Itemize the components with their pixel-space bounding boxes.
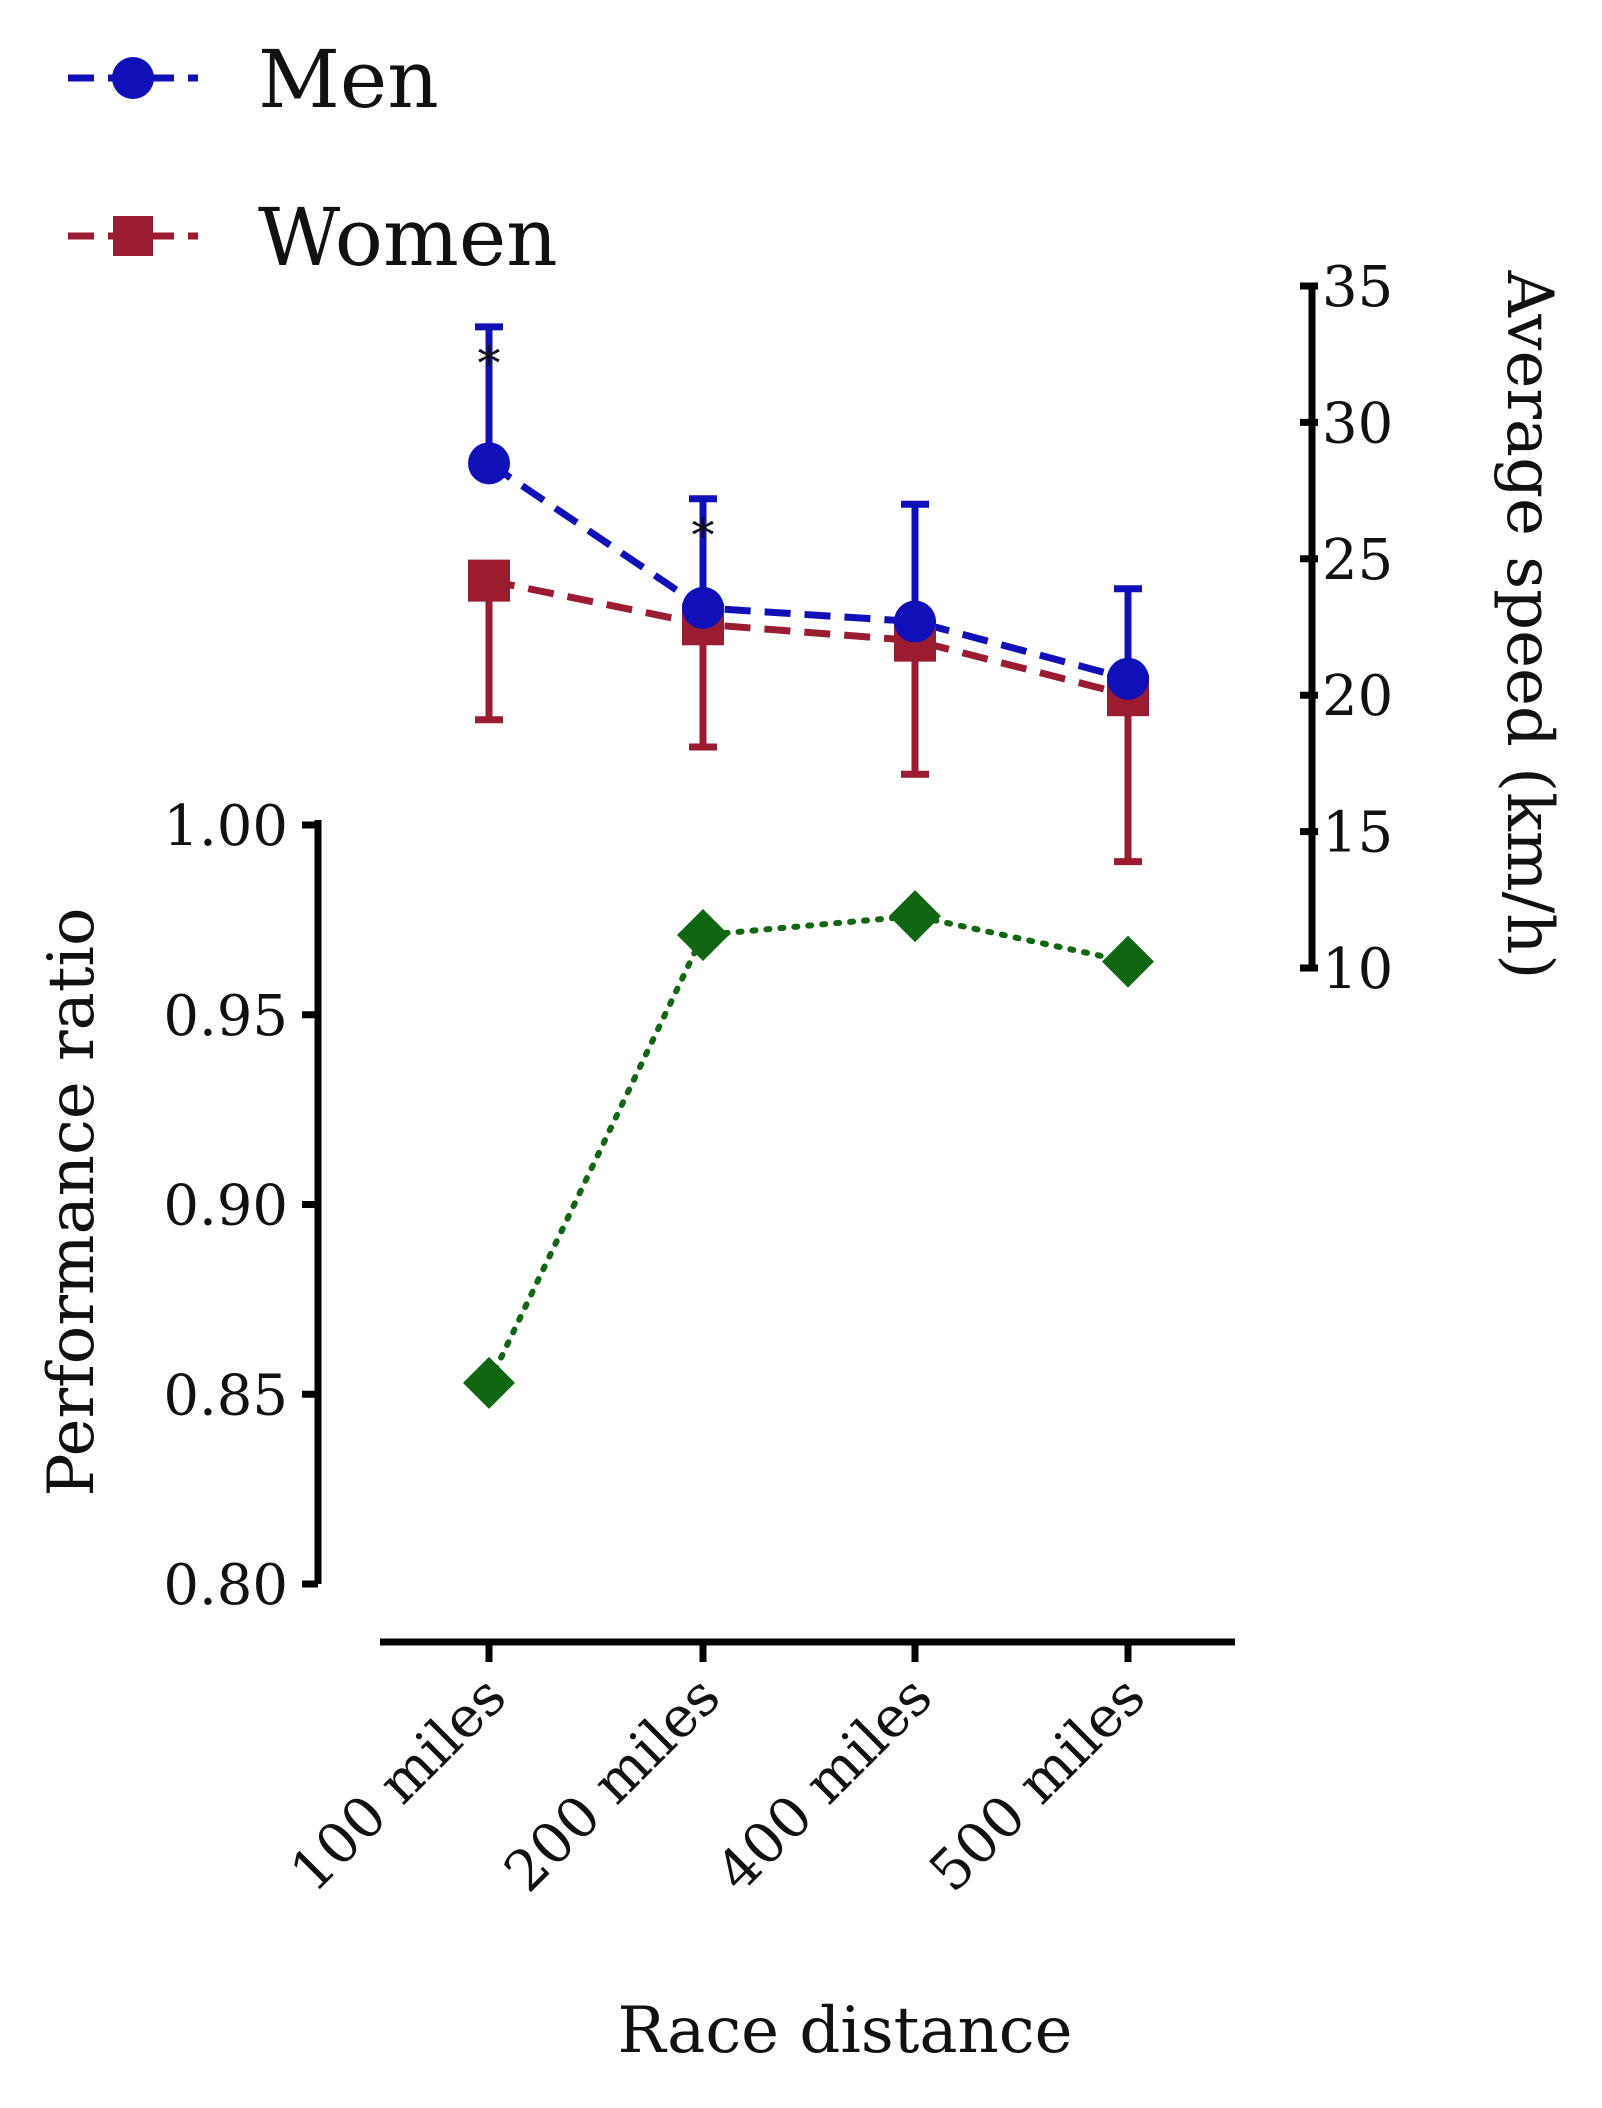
legend-item-women: Women	[68, 191, 558, 284]
women-line	[488, 577, 1129, 699]
speed-axis: 10 15 20 25 30 35 Average speed (km/h)	[1300, 255, 1566, 1002]
speed-tick-label: 15	[1322, 801, 1393, 866]
legend-item-men: Men	[68, 33, 439, 126]
speed-axis-ticks: 10 15 20 25 30 35	[1300, 255, 1393, 1002]
men-point	[468, 442, 510, 485]
women-point	[468, 559, 510, 602]
legend-women-marker	[113, 216, 153, 256]
men-point	[682, 586, 724, 629]
ratio-point	[677, 909, 729, 962]
speed-tick-label: 20	[1322, 664, 1393, 729]
significance-marker: *	[478, 336, 501, 390]
x-tick-label: 500 miles	[917, 1664, 1158, 1905]
legend-men-marker	[112, 57, 154, 99]
speed-tick-label: 35	[1322, 255, 1393, 320]
ratio-line	[486, 913, 1131, 1386]
x-tick-label: 400 miles	[704, 1664, 945, 1905]
ratio-tick-label: 1.00	[163, 794, 288, 859]
x-tick-label: 100 miles	[278, 1664, 519, 1905]
men-line	[487, 460, 1129, 683]
ratio-tick-label: 0.90	[163, 1174, 288, 1239]
men-point	[894, 600, 936, 643]
speed-axis-title: Average speed (km/h)	[1492, 270, 1566, 980]
ratio-tick-label: 0.85	[163, 1363, 288, 1428]
women-error-bars	[475, 580, 1142, 866]
legend: Men Women	[68, 33, 558, 284]
ratio-point	[1102, 935, 1154, 988]
men-error-bars	[475, 323, 1142, 679]
speed-tick-label: 30	[1322, 391, 1393, 456]
ratio-tick-label: 0.80	[163, 1553, 288, 1618]
ratio-axis: 0.80 0.85 0.90 0.95 1.00 Performance ratio	[35, 794, 322, 1618]
speed-tick-label: 10	[1322, 937, 1393, 1002]
series-layer: **	[463, 323, 1154, 1409]
x-axis-title: Race distance	[618, 1994, 1073, 2068]
x-tick-label: 200 miles	[492, 1664, 733, 1905]
ratio-axis-title: Performance ratio	[35, 907, 109, 1496]
significance-marker: *	[692, 508, 715, 562]
ratio-axis-ticks: 0.80 0.85 0.90 0.95 1.00	[163, 794, 318, 1618]
men-point	[1107, 657, 1149, 700]
speed-tick-label: 25	[1322, 528, 1393, 593]
legend-women-label: Women	[258, 191, 558, 284]
ratio-point	[889, 890, 941, 943]
legend-men-label: Men	[258, 33, 439, 126]
ratio-point	[463, 1356, 515, 1409]
ratio-tick-label: 0.95	[163, 984, 288, 1049]
